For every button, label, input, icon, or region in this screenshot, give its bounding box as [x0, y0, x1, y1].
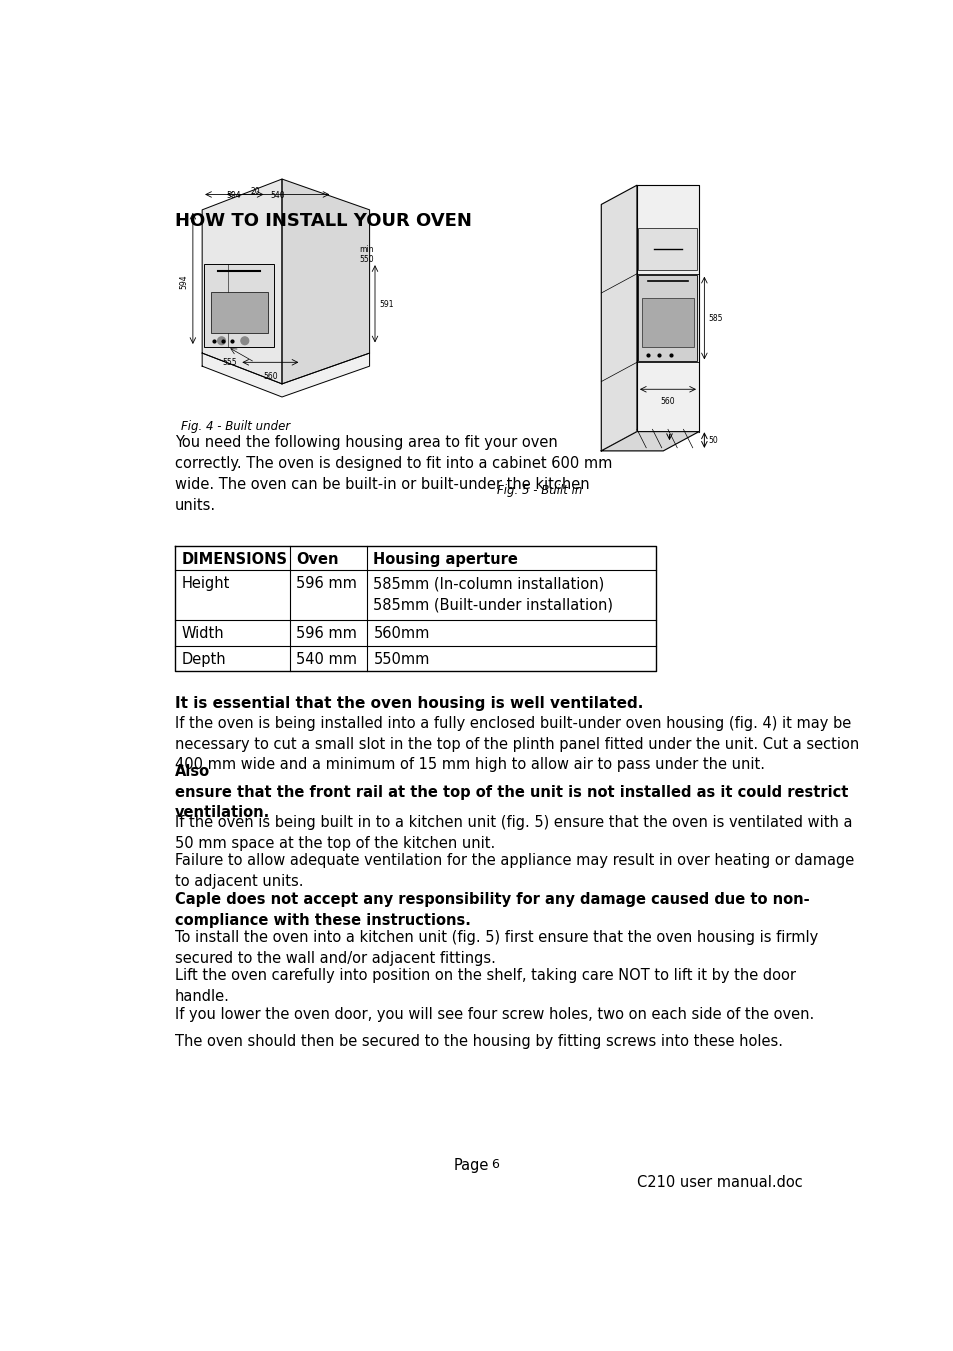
Polygon shape — [600, 185, 637, 451]
Text: 6: 6 — [491, 1158, 498, 1171]
Text: 591: 591 — [378, 300, 393, 309]
Text: Caple does not accept any responsibility for any damage caused due to non-
compl: Caple does not accept any responsibility… — [174, 892, 809, 928]
Text: 560mm: 560mm — [373, 627, 430, 642]
Text: 550mm: 550mm — [373, 651, 430, 667]
Text: Lift the oven carefully into position on the shelf, taking care NOT to lift it b: Lift the oven carefully into position on… — [174, 969, 795, 1004]
Text: Oven: Oven — [295, 551, 338, 566]
Text: 596 mm: 596 mm — [295, 627, 356, 642]
Text: 585: 585 — [707, 313, 722, 323]
Text: 540: 540 — [271, 192, 285, 200]
Polygon shape — [282, 180, 369, 384]
Text: Fig. 5 - Built in: Fig. 5 - Built in — [497, 484, 582, 497]
Text: To install the oven into a kitchen unit (fig. 5) first ensure that the oven hous: To install the oven into a kitchen unit … — [174, 929, 818, 966]
Bar — [638, 227, 697, 270]
Text: If the oven is being built in to a kitchen unit (fig. 5) ensure that the oven is: If the oven is being built in to a kitch… — [174, 815, 852, 851]
Polygon shape — [202, 180, 282, 384]
Bar — [204, 263, 274, 347]
Text: Fig. 4 - Built under: Fig. 4 - Built under — [181, 420, 291, 434]
Circle shape — [241, 336, 249, 345]
Text: 594: 594 — [179, 274, 188, 289]
Polygon shape — [600, 431, 699, 451]
Text: 585mm (In-column installation)
585mm (Built-under installation): 585mm (In-column installation) 585mm (Bu… — [373, 577, 613, 613]
Text: min
550: min 550 — [359, 245, 374, 265]
Text: 50: 50 — [707, 435, 718, 444]
Polygon shape — [637, 185, 699, 431]
Text: 560: 560 — [263, 372, 277, 381]
Text: C210 user manual.doc: C210 user manual.doc — [637, 1174, 802, 1190]
Text: Width: Width — [181, 627, 224, 642]
Text: It is essential that the oven housing is well ventilated.: It is essential that the oven housing is… — [174, 696, 642, 711]
Text: 555: 555 — [223, 358, 237, 366]
Text: Depth: Depth — [181, 651, 226, 667]
Text: The oven should then be secured to the housing by fitting screws into these hole: The oven should then be secured to the h… — [174, 1034, 782, 1048]
Text: If the oven is being installed into a fully enclosed built-under oven housing (f: If the oven is being installed into a fu… — [174, 716, 859, 773]
Text: 20: 20 — [250, 186, 259, 196]
Text: Failure to allow adequate ventilation for the appliance may result in over heati: Failure to allow adequate ventilation fo… — [174, 854, 853, 889]
Text: 594: 594 — [226, 192, 240, 200]
Text: 596 mm: 596 mm — [295, 577, 356, 592]
Text: Also
ensure that the front rail at the top of the unit is not installed as it co: Also ensure that the front rail at the t… — [174, 763, 847, 820]
Text: DIMENSIONS: DIMENSIONS — [181, 551, 287, 566]
Text: 540 mm: 540 mm — [295, 651, 356, 667]
Text: Page: Page — [453, 1158, 488, 1173]
Text: Housing aperture: Housing aperture — [373, 551, 517, 566]
Text: Height: Height — [181, 577, 230, 592]
Text: HOW TO INSTALL YOUR OVEN: HOW TO INSTALL YOUR OVEN — [174, 212, 472, 230]
Text: You need the following housing area to fit your oven
correctly. The oven is desi: You need the following housing area to f… — [174, 435, 612, 513]
Bar — [211, 292, 268, 334]
Text: If you lower the oven door, you will see four screw holes, two on each side of t: If you lower the oven door, you will see… — [174, 1006, 814, 1021]
Text: 560: 560 — [659, 397, 675, 405]
Bar — [638, 276, 697, 361]
Bar — [641, 299, 693, 347]
Circle shape — [217, 336, 225, 345]
Polygon shape — [202, 353, 369, 397]
